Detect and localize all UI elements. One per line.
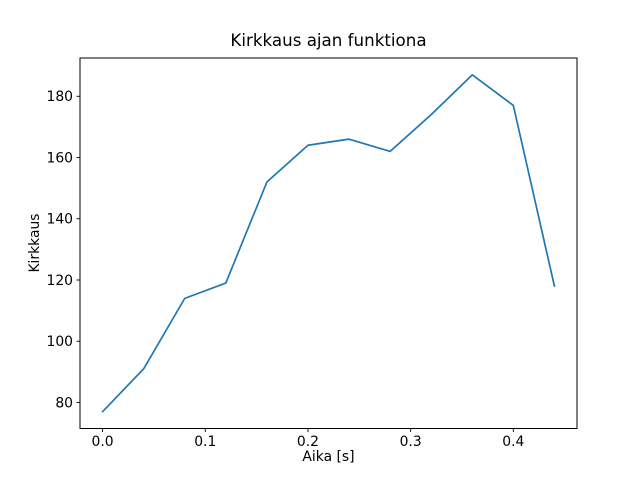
x-tick-label: 0.0 [92, 434, 114, 450]
x-tick-label: 0.1 [194, 434, 216, 450]
y-tick-label: 100 [46, 334, 73, 350]
y-axis-label: Kirkkaus [27, 213, 43, 272]
y-tick-label: 120 [46, 273, 73, 289]
y-tick-label: 140 [46, 212, 73, 228]
x-axis-label: Aika [s] [302, 449, 354, 465]
axes-frame [79, 57, 578, 429]
chart-title: Kirkkaus ajan funktiona [230, 30, 426, 50]
y-tick-label: 180 [46, 89, 73, 105]
y-tick-label: 160 [46, 150, 73, 166]
series-line-kirkkaus [101, 73, 556, 413]
x-tick-label: 0.3 [400, 434, 422, 450]
y-tick-label: 80 [55, 395, 73, 411]
x-tick-label: 0.4 [502, 434, 524, 450]
chart-generated-layer: 0.0 0.1 0.2 0.3 0.4 80 100 120 140 160 180 [46, 57, 578, 450]
x-tick-label: 0.2 [297, 434, 319, 450]
